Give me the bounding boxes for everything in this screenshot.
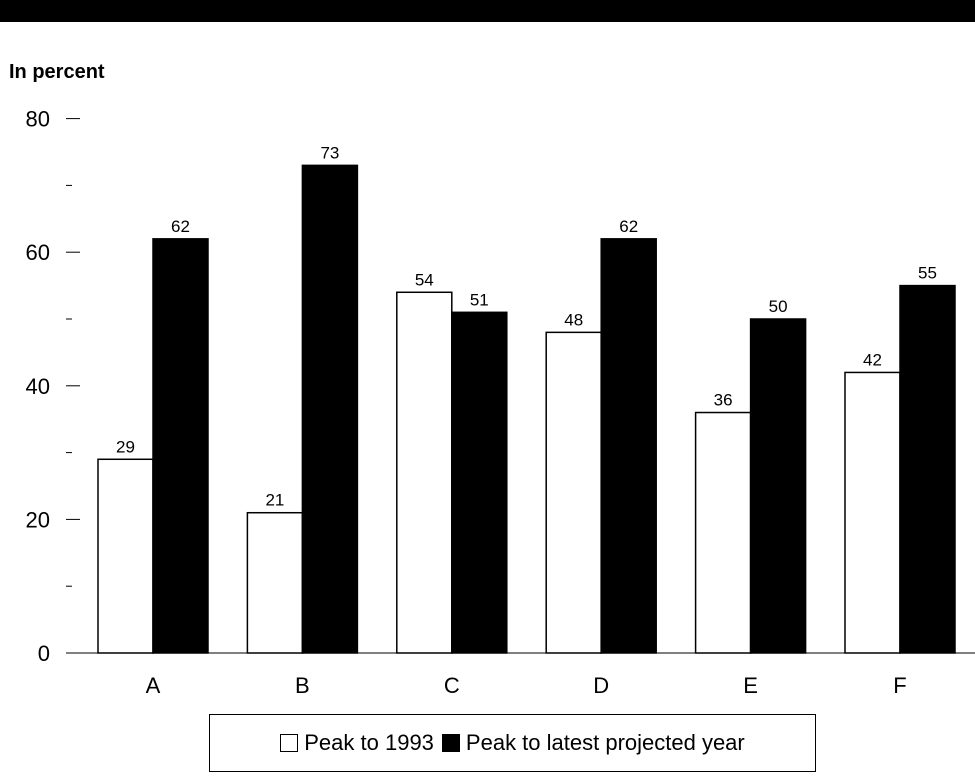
- bar-C-series-1: [451, 311, 508, 654]
- data-label: 48: [564, 310, 583, 329]
- bar-D-series-0: [545, 331, 602, 654]
- bar-D-series-1: [600, 238, 657, 654]
- unit-label: In percent: [9, 61, 105, 83]
- y-tick-label: 80: [26, 107, 50, 132]
- data-label: 55: [918, 264, 937, 283]
- y-tick-label: 0: [38, 641, 50, 666]
- bar-F-series-0: [844, 371, 901, 654]
- data-label: 54: [415, 270, 434, 289]
- bar-A-series-1: [152, 238, 209, 654]
- data-label: 21: [265, 491, 284, 510]
- x-tick-label-D: D: [593, 673, 609, 698]
- legend-label: Peak to 1993: [304, 730, 434, 755]
- data-label: 51: [470, 290, 489, 309]
- bar-A-series-0: [97, 458, 154, 654]
- data-label: 42: [863, 350, 882, 369]
- x-tick-label-A: A: [146, 673, 161, 698]
- y-tick-label: 20: [26, 507, 50, 532]
- x-tick-label-E: E: [743, 673, 758, 698]
- top-bar: [0, 0, 975, 22]
- bar-E-series-0: [694, 411, 752, 654]
- bar-C-series-0: [396, 291, 453, 654]
- x-tick-label-B: B: [295, 673, 310, 698]
- bar-B-series-1: [301, 164, 359, 654]
- legend-label: Peak to latest projected year: [465, 730, 745, 755]
- legend: Peak to 1993 Peak to latest projected ye…: [209, 714, 816, 772]
- bar-chart: 0 20 40 60 80 29 62 A 21 73 B 54 51 C 48 62 D 36 50 E 42 55 F: [26, 107, 975, 698]
- y-tick-label: 40: [26, 374, 50, 399]
- data-label: 73: [320, 143, 339, 162]
- bar-E-series-1: [749, 318, 807, 654]
- data-label: 62: [171, 217, 190, 236]
- legend-swatch-black: [441, 734, 460, 752]
- y-tick-label: 60: [26, 240, 50, 265]
- x-tick-label-F: F: [893, 673, 906, 698]
- data-label: 36: [714, 391, 733, 410]
- legend-swatch-white: [280, 734, 299, 752]
- data-label: 29: [116, 437, 135, 456]
- x-tick-label-C: C: [444, 673, 460, 698]
- bar-B-series-0: [246, 511, 304, 654]
- bar-F-series-1: [899, 284, 956, 654]
- data-label: 62: [619, 217, 638, 236]
- data-label: 50: [769, 297, 788, 316]
- legend-entry-series-1: Peak to latest projected year: [441, 730, 745, 756]
- legend-entry-series-0: Peak to 1993: [280, 730, 434, 756]
